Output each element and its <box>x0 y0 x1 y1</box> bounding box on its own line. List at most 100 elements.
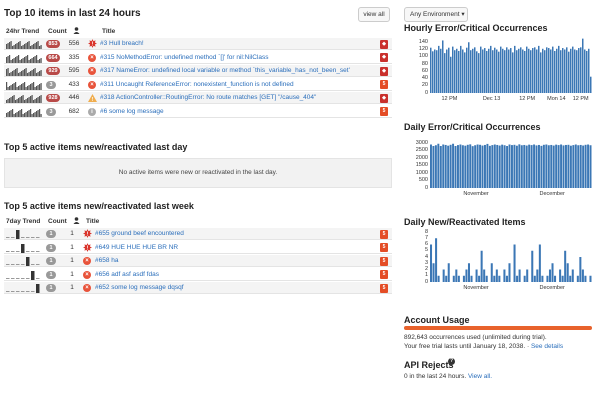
bar <box>488 145 491 188</box>
environment-dropdown[interactable]: Any Environment ▾ <box>404 7 468 22</box>
bar <box>587 144 590 188</box>
bar <box>522 49 524 93</box>
item-title-link[interactable]: #317 NameError: undefined local variable… <box>100 67 350 74</box>
table-row[interactable]: 664 335 × #315 NoMethodError: undefined met… <box>4 52 392 64</box>
bar <box>584 49 586 93</box>
error-icon: × <box>88 67 96 75</box>
bar <box>440 48 442 93</box>
item-title-link[interactable]: #658 ha <box>95 257 119 264</box>
bar <box>542 48 544 93</box>
bar <box>454 50 456 93</box>
table-row[interactable]: 3 682 i #6 some log message 5 <box>4 106 392 118</box>
bar <box>471 146 474 188</box>
item-title-link[interactable]: #649 HUE HUE HUE BR NR <box>95 243 179 251</box>
bar <box>564 49 566 93</box>
y-tick-label: 140 <box>418 38 428 45</box>
y-tick-label: 60 <box>421 67 428 74</box>
bar <box>576 50 578 93</box>
bar <box>508 49 510 93</box>
error-icon: × <box>88 53 96 62</box>
x-tick-label: Mon 14 <box>547 96 566 102</box>
view-all-rejects-link[interactable]: View all. <box>467 373 493 380</box>
bar <box>466 144 469 188</box>
table-row[interactable]: 1 1! #649 HUE HUE HUE BR NR 5 <box>4 242 392 254</box>
item-title-link[interactable]: #655 ground beef encountered <box>95 230 184 237</box>
table-row[interactable]: 1 1! #655 ground beef encountered 5 <box>4 228 392 240</box>
bar <box>484 48 486 93</box>
bar <box>470 275 473 282</box>
table-row[interactable]: 853 556! #3 Hull breach! ◆ <box>4 38 392 50</box>
bar <box>486 50 488 93</box>
bar <box>523 144 526 188</box>
bar <box>434 49 436 93</box>
x-tick-label: 12 PM <box>519 96 536 102</box>
bar <box>556 48 558 93</box>
bar <box>528 144 531 188</box>
y-tick-label: 6 <box>424 241 428 247</box>
item-title-link[interactable]: #311 Uncaught ReferenceError: nonexisten… <box>100 80 294 88</box>
bar <box>452 275 455 282</box>
bar <box>577 145 580 188</box>
html5-icon: 5 <box>380 107 388 116</box>
bar <box>584 144 587 188</box>
item-title-link[interactable]: #318 ActionController::RoutingError: No … <box>100 94 317 101</box>
bar <box>518 269 521 282</box>
bar <box>464 52 466 93</box>
bar <box>541 275 544 282</box>
bar <box>568 51 570 93</box>
table-row[interactable]: 928 446! #318 ActionController::RoutingErr… <box>4 92 392 104</box>
y-tick-label: 2000 <box>415 154 428 161</box>
bar <box>582 38 584 93</box>
item-title-link[interactable]: #652 some log message dqsqf <box>95 284 184 291</box>
help-icon[interactable]: ? <box>448 358 455 365</box>
top10-title: Top 10 items in last 24 hours <box>4 8 141 19</box>
table-row[interactable]: 929 595 × #317 NameError: undefined local v… <box>4 65 392 77</box>
y-tick-label: 40 <box>421 75 428 81</box>
item-title-link[interactable]: #3 Hull breach! <box>100 40 144 47</box>
bar <box>511 145 513 188</box>
bar <box>503 269 506 282</box>
svg-text:!: ! <box>87 245 89 251</box>
item-title-link[interactable]: #656 adf asf asdf fdas <box>95 270 159 278</box>
bar <box>534 47 536 93</box>
count-value: 1 <box>70 284 74 291</box>
x-tick-label: December <box>539 285 565 291</box>
bar <box>536 269 539 282</box>
bar <box>496 49 498 93</box>
y-tick-label: 120 <box>418 46 428 52</box>
table-row[interactable]: 1 1 × #652 some log message dqsqf 5 <box>4 282 392 294</box>
bar <box>504 50 506 93</box>
table-row[interactable]: 3 433 × #311 Uncaught ReferenceError: nonex… <box>4 79 392 91</box>
table-row[interactable]: 1 1 × #656 adf asf asdf fdas 5 <box>4 269 392 281</box>
y-tick-label: 1000 <box>415 169 428 176</box>
bar <box>562 48 564 93</box>
bar <box>565 144 567 188</box>
view-all-button[interactable]: view all <box>358 7 390 22</box>
bar <box>501 144 504 188</box>
x-tick-label: 12 PM <box>572 96 589 102</box>
bar <box>434 145 437 188</box>
bar <box>475 269 478 282</box>
info-icon: i <box>88 107 96 116</box>
bar <box>554 275 557 282</box>
bar <box>498 51 500 93</box>
bar <box>437 143 440 188</box>
item-title-link[interactable]: #6 some log message <box>100 107 164 115</box>
trend-sparkline <box>6 81 42 90</box>
y-tick-label: 2500 <box>415 147 428 153</box>
table-row[interactable]: 1 1 × #658 ha 5 <box>4 255 392 267</box>
bar <box>469 144 472 188</box>
bar <box>458 50 460 93</box>
bar <box>546 47 548 93</box>
bar <box>566 263 569 282</box>
bar <box>564 250 567 282</box>
bar <box>467 263 470 282</box>
html5-icon: 5 <box>380 229 388 239</box>
warning-icon: ! <box>88 94 97 102</box>
see-details-link[interactable]: See details <box>530 343 564 350</box>
trend-sparkline <box>6 257 40 266</box>
bar <box>430 244 433 282</box>
x-tick-label: November <box>463 285 489 291</box>
x-tick-label: November <box>463 191 489 197</box>
item-title-link[interactable]: #315 NoMethodError: undefined method `[]… <box>100 53 269 61</box>
